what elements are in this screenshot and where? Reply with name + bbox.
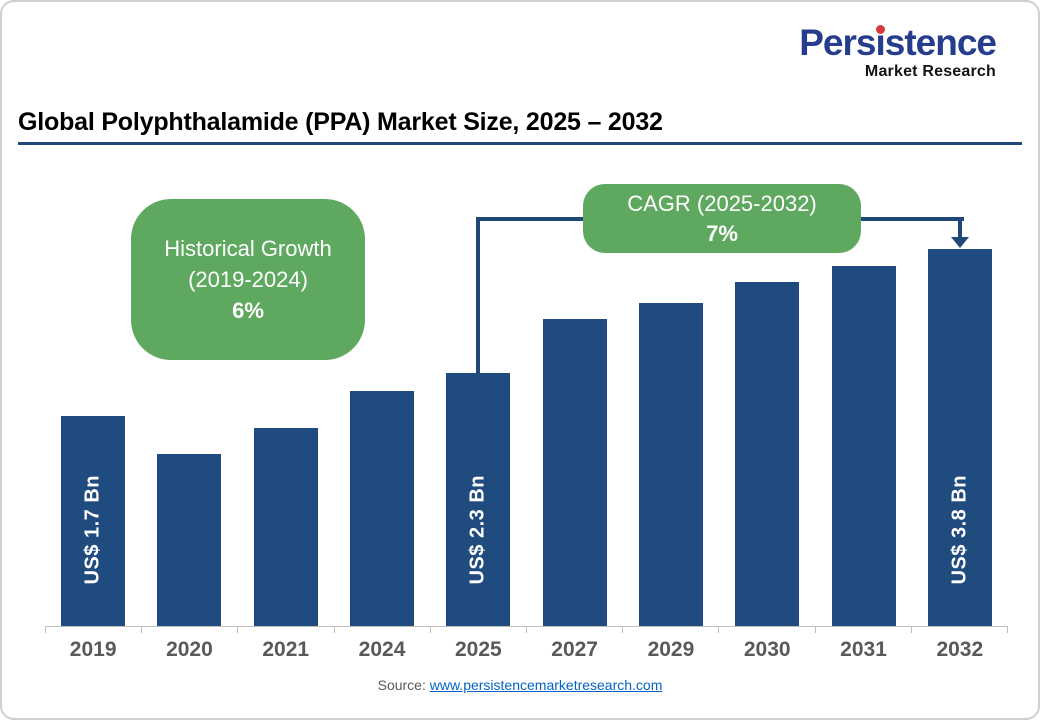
bar-2030 bbox=[735, 282, 800, 626]
bar-column bbox=[141, 454, 237, 626]
bar-column: US$ 2.3 Bn bbox=[430, 373, 526, 626]
x-axis-ticks bbox=[45, 626, 1008, 633]
x-tick-label-2032: 2032 bbox=[936, 638, 984, 661]
logo-wordmark: Pers istence bbox=[799, 22, 997, 63]
bar-2027 bbox=[542, 319, 607, 626]
axis-tick bbox=[141, 626, 143, 633]
logo-text-pre: Pers bbox=[799, 22, 876, 63]
x-tick-label-2020: 2020 bbox=[166, 638, 213, 661]
bars: US$ 1.7 Bn US$ 2.3 Bn US$ 3.8 Bn bbox=[45, 180, 1008, 626]
historical-growth-value: 6% bbox=[232, 298, 264, 324]
axis-tick bbox=[910, 626, 912, 633]
cagr-value: 7% bbox=[706, 220, 738, 246]
axis-tick bbox=[1006, 626, 1008, 633]
x-tick-label-2019: 2019 bbox=[69, 638, 117, 661]
bar-2032: US$ 3.8 Bn bbox=[927, 249, 992, 626]
cagr-callout: CAGR (2025-2032) 7% bbox=[583, 184, 861, 253]
historical-growth-line1: Historical Growth bbox=[164, 235, 332, 261]
bar-column bbox=[526, 319, 622, 626]
bar-2024 bbox=[350, 391, 415, 626]
logo-red-dot-icon bbox=[875, 25, 885, 34]
title-underline bbox=[18, 142, 1022, 145]
logo-letter-i: i bbox=[875, 22, 885, 63]
x-tick-label-2031: 2031 bbox=[840, 638, 887, 661]
bar-2020 bbox=[157, 454, 222, 626]
logo: Pers istence Market Research bbox=[799, 22, 997, 80]
bar-2031 bbox=[831, 266, 896, 626]
bar-2029 bbox=[638, 303, 703, 626]
bar-value-label-2032: US$ 3.8 Bn bbox=[948, 474, 971, 584]
historical-growth-line2: (2019-2024) bbox=[188, 266, 308, 292]
source-prefix: Source: bbox=[377, 677, 430, 693]
source-line: Source: www.persistencemarketresearch.co… bbox=[0, 677, 1040, 693]
source-link[interactable]: www.persistencemarketresearch.com bbox=[429, 677, 663, 693]
bracket-line-to-2032 bbox=[958, 217, 962, 237]
axis-tick bbox=[429, 626, 431, 633]
axis-tick bbox=[333, 626, 335, 633]
bar-column: US$ 3.8 Bn bbox=[912, 249, 1008, 626]
x-tick-label-2021: 2021 bbox=[262, 638, 310, 661]
axis-tick bbox=[525, 626, 527, 633]
chart-title: Global Polyphthalamide (PPA) Market Size… bbox=[18, 108, 663, 136]
bar-column bbox=[334, 391, 430, 626]
x-tick-label-2025: 2025 bbox=[454, 638, 502, 661]
logo-tagline: Market Research bbox=[864, 63, 996, 80]
axis-tick bbox=[622, 626, 624, 633]
arrow-down-icon bbox=[951, 237, 969, 248]
chart-plot-area: US$ 1.7 Bn US$ 2.3 Bn US$ 3.8 Bn bbox=[45, 180, 1008, 626]
bar-2019: US$ 1.7 Bn bbox=[61, 416, 126, 626]
x-axis-labels: 2019 2020 2021 2024 2025 2027 2029 2030 2031 2032 bbox=[45, 638, 1008, 662]
x-tick-label-2029: 2029 bbox=[647, 638, 695, 661]
axis-tick bbox=[814, 626, 816, 633]
bar-value-label-2019: US$ 1.7 Bn bbox=[81, 474, 104, 584]
historical-growth-callout: Historical Growth (2019-2024) 6% bbox=[131, 199, 365, 360]
cagr-line1: CAGR (2025-2032) bbox=[627, 190, 817, 216]
axis-tick bbox=[45, 626, 46, 633]
logo-text-post: stence bbox=[884, 22, 997, 63]
bar-2021 bbox=[253, 428, 318, 626]
axis-tick bbox=[718, 626, 720, 633]
x-tick-label-2027: 2027 bbox=[551, 638, 598, 661]
bracket-line-from-2025 bbox=[476, 217, 480, 375]
bar-column bbox=[623, 303, 719, 626]
bar-column bbox=[719, 282, 815, 626]
bar-value-label-2025: US$ 2.3 Bn bbox=[466, 474, 489, 584]
bar-column bbox=[815, 266, 911, 626]
x-tick-label-2030: 2030 bbox=[743, 638, 791, 661]
bar-column: US$ 1.7 Bn bbox=[45, 416, 141, 626]
bar-2025: US$ 2.3 Bn bbox=[446, 373, 511, 626]
axis-tick bbox=[237, 626, 239, 633]
x-tick-label-2024: 2024 bbox=[358, 638, 406, 661]
bar-column bbox=[238, 428, 334, 626]
